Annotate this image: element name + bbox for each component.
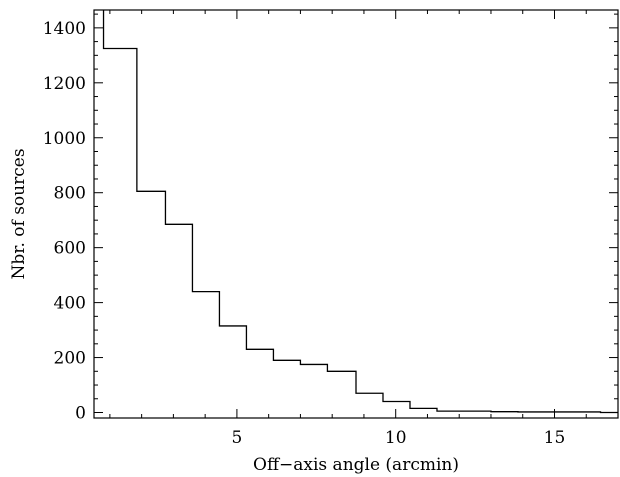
y-tick-label: 1400 bbox=[43, 19, 86, 39]
y-tick-label: 1000 bbox=[43, 129, 86, 149]
x-tick-label: 10 bbox=[385, 428, 407, 448]
x-tick-label: 15 bbox=[544, 428, 566, 448]
y-tick-label: 400 bbox=[54, 294, 86, 314]
y-tick-label: 0 bbox=[75, 404, 86, 424]
y-tick-label: 600 bbox=[54, 239, 86, 259]
x-tick-label: 5 bbox=[231, 428, 242, 448]
y-tick-label: 1200 bbox=[43, 74, 86, 94]
x-axis-label: Off−axis angle (arcmin) bbox=[253, 455, 459, 475]
y-tick-label: 800 bbox=[54, 184, 86, 204]
y-tick-label: 200 bbox=[54, 349, 86, 369]
plot-frame bbox=[93, 9, 619, 419]
histogram-step-line bbox=[102, 10, 618, 414]
y-axis-label: Nbr. of sources bbox=[9, 148, 29, 279]
